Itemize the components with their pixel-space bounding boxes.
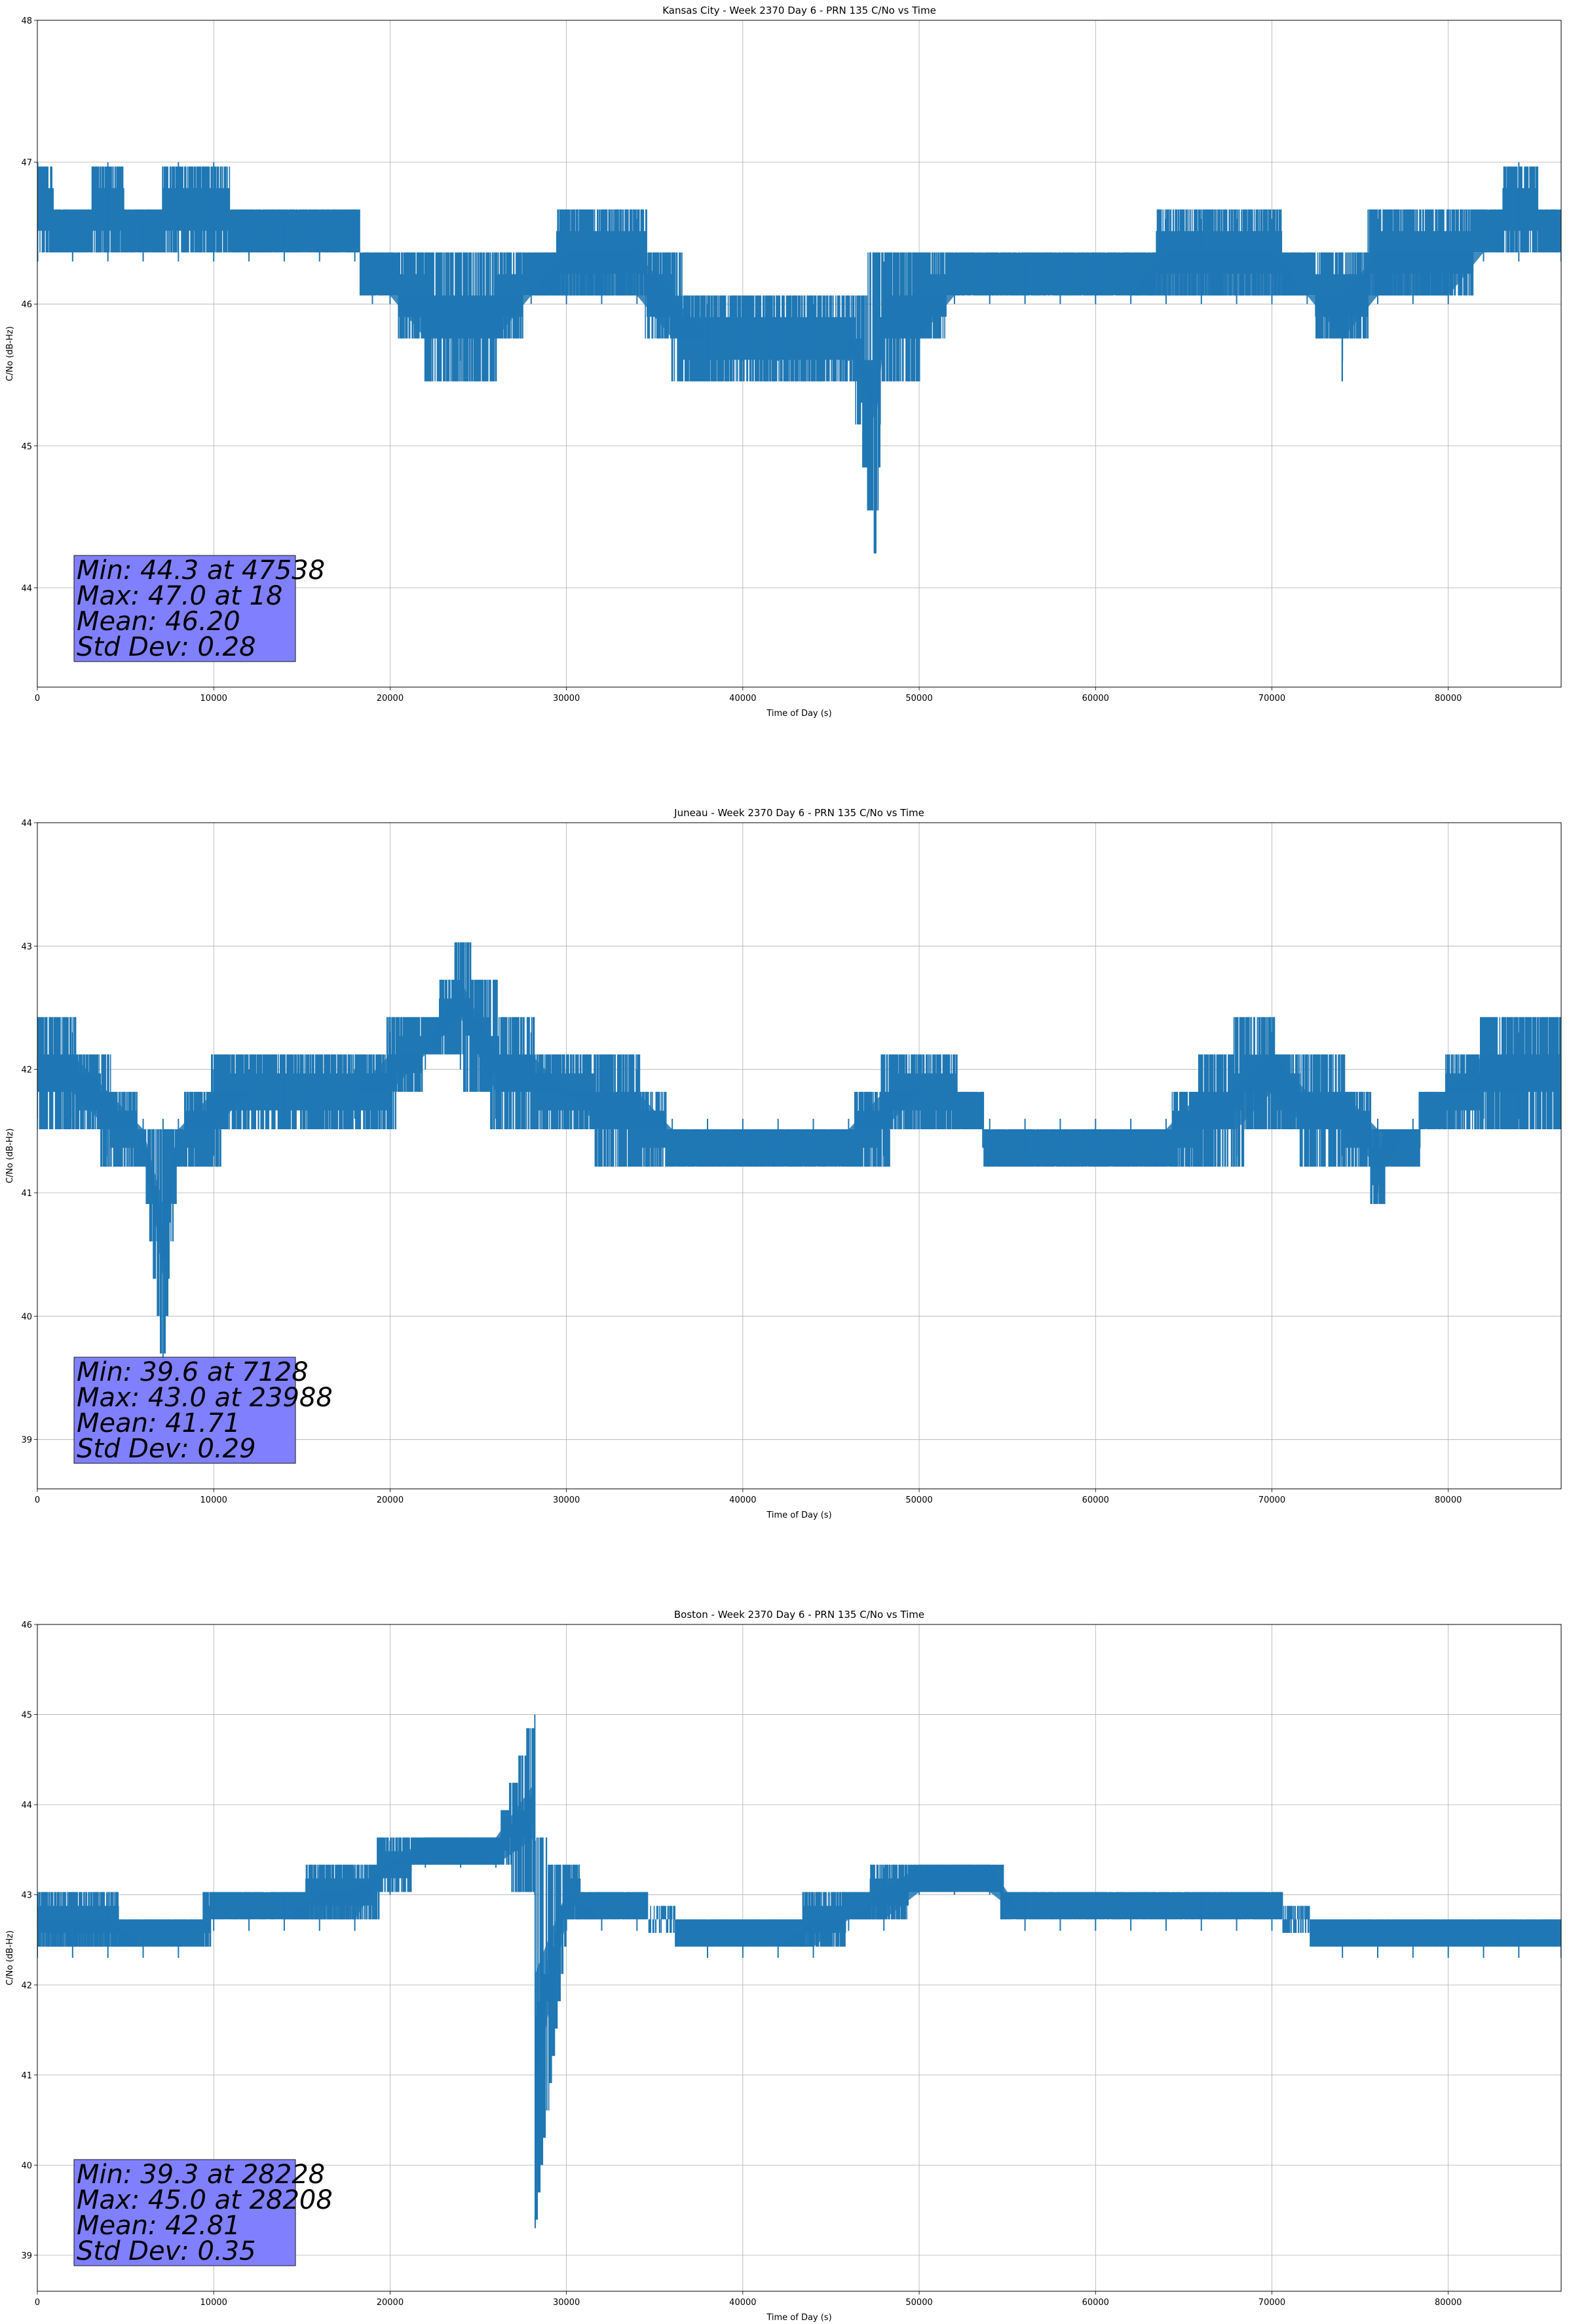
x-axis-label: Time of Day (s) [766,709,831,719]
stats-text: Std Dev: 0.29 [77,1434,256,1464]
y-tick-label: 46 [21,1621,32,1630]
stats-text: Std Dev: 0.35 [77,2236,256,2266]
chart-panel: 0 10000 20000 30000 40000 50000 60000 70000 8000… [5,807,1562,1520]
stats-text: Mean: 46.20 [77,607,240,637]
x-tick-label: 80000 [1435,694,1462,703]
x-tick-label: 70000 [1258,694,1285,703]
x-tick-label: 50000 [905,1495,932,1505]
chart-panel: 0 10000 20000 30000 40000 50000 60000 70000 8000… [5,1609,1562,2323]
chart-title: Kansas City - Week 2370 Day 6 - PRN 135 … [662,5,936,16]
x-tick-label: 50000 [905,694,932,703]
stats-text: Min: 39.3 at 28228 [77,2160,325,2190]
y-tick-label: 41 [21,2071,32,2081]
y-tick-label: 48 [21,16,32,26]
y-tick-label: 44 [21,1801,32,1810]
x-tick-label: 0 [35,2298,40,2308]
data-band [37,979,1561,1279]
data-series [37,1714,1561,2228]
x-tick-label: 30000 [553,2298,580,2308]
y-tick-label: 39 [21,2251,32,2261]
y-axis-label: C/No (dB-Hz) [5,1930,15,1985]
y-tick-label: 40 [21,2161,32,2171]
plot-frame [37,822,1562,1490]
y-tick-label: 40 [21,1312,32,1322]
y-tick-label: 46 [21,300,32,310]
y-tick-label: 43 [21,1891,32,1901]
data-series [37,942,1561,1366]
x-tick-label: 20000 [377,2298,404,2308]
plot-frame [37,20,1562,688]
stats-text: Mean: 41.71 [77,1408,240,1438]
plot-frame [37,1624,1562,2292]
x-tick-label: 10000 [200,694,227,703]
y-tick-label: 39 [21,1436,32,1446]
y-tick-label: 47 [21,159,32,168]
stats-text: Std Dev: 0.28 [77,632,256,662]
stats-text: Min: 44.3 at 47538 [77,555,325,586]
y-axis-label: C/No (dB-Hz) [5,326,15,381]
data-band [37,209,1561,424]
stats-text: Max: 47.0 at 18 [77,581,282,611]
y-tick-label: 43 [21,942,32,952]
y-tick-label: 42 [21,1981,32,1991]
x-tick-label: 10000 [200,2298,227,2308]
x-tick-label: 0 [35,694,40,703]
stats-text: Max: 45.0 at 28208 [77,2185,333,2215]
x-tick-label: 80000 [1435,1495,1462,1505]
x-tick-label: 10000 [200,1495,227,1505]
y-tick-label: 42 [21,1066,32,1076]
x-tick-label: 50000 [905,2298,932,2308]
x-tick-label: 40000 [729,1495,756,1505]
stats-text: Min: 39.6 at 7128 [77,1357,309,1387]
x-axis-label: Time of Day (s) [766,2313,831,2323]
stats-box [73,555,296,662]
data-series [37,162,1561,553]
y-tick-label: 44 [21,584,32,593]
x-tick-label: 70000 [1258,2298,1285,2308]
y-tick-label: 44 [21,819,32,829]
x-tick-label: 0 [35,1495,40,1505]
stats-box [73,1357,296,1464]
x-tick-label: 60000 [1082,2298,1109,2308]
y-tick-label: 45 [21,1711,32,1721]
stats-text: Mean: 42.81 [77,2211,240,2241]
stats-text: Max: 43.0 at 23988 [77,1383,333,1413]
x-tick-label: 80000 [1435,2298,1462,2308]
x-tick-label: 40000 [729,694,756,703]
stats-box [73,2159,296,2266]
x-tick-label: 20000 [377,1495,404,1505]
y-tick-label: 41 [21,1189,32,1199]
x-tick-label: 60000 [1082,1495,1109,1505]
y-tick-label: 45 [21,442,32,452]
chart-title: Boston - Week 2370 Day 6 - PRN 135 C/No … [674,1609,924,1621]
x-axis-label: Time of Day (s) [766,1510,831,1520]
chart-panel: 0 10000 20000 30000 40000 50000 60000 70000 8000… [5,5,1562,719]
x-tick-label: 70000 [1258,1495,1285,1505]
x-tick-label: 30000 [553,694,580,703]
chart-title: Juneau - Week 2370 Day 6 - PRN 135 C/No … [673,807,924,819]
x-tick-label: 30000 [553,1495,580,1505]
data-band [37,1782,1561,2084]
x-tick-label: 20000 [377,694,404,703]
x-tick-label: 40000 [729,2298,756,2308]
x-tick-label: 60000 [1082,694,1109,703]
y-axis-label: C/No (dB-Hz) [5,1129,15,1184]
